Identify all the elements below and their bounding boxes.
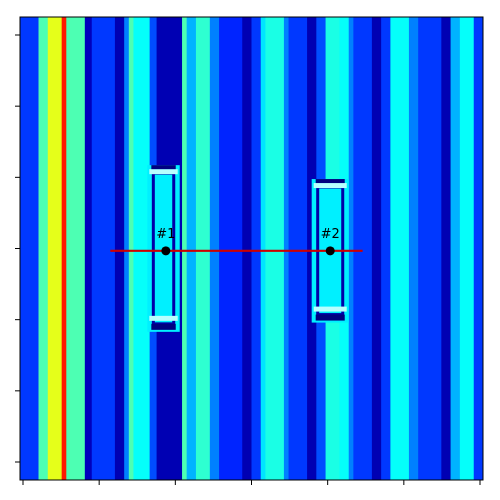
highlight-bottom-band-1 [313,306,347,312]
heatmap-stripe-32 [390,17,410,480]
highlight-top-edge-0 [151,165,176,170]
heatmap-stripe-31 [381,17,391,480]
x-axis-ticks [22,480,481,485]
heatmap-stripe-17 [219,17,243,480]
y-axis-ticks [15,34,20,463]
heatmap-stripe-38 [473,17,484,480]
highlight-top-band-0 [149,169,178,175]
heatmap-stripe-21 [265,17,285,480]
heatmap-stripe-28 [348,17,354,480]
heatmap-stripe-7 [114,17,125,480]
heatmap-stripe-2 [47,17,63,480]
highlight-bottom-edge-0 [151,323,176,330]
heatmap-stripe-34 [418,17,442,480]
heatmap-stripe-20 [260,17,266,480]
heatmap-stripe-18 [242,17,252,480]
heatmap-stripe-30 [371,17,382,480]
heatmap-stripe-37 [459,17,475,480]
heatmap-stripe-13 [182,17,188,480]
heatmap-stripe-4 [66,17,86,480]
heatmap-stripe-29 [353,17,373,480]
marker-point-1 [161,246,171,256]
marker-group: #1 #2 [156,227,340,256]
heatmap-stripe-5 [84,17,93,480]
heatmap-stripe-8 [124,17,130,480]
heatmap-stripe-10 [133,17,151,480]
marker-label-2: #2 [321,227,340,242]
heatmap-stripe-22 [283,17,289,480]
heatmap-stripe-36 [450,17,461,480]
heatmap-stripe-16 [209,17,220,480]
highlight-top-edge-1 [315,179,345,184]
highlight-bottom-edge-1 [315,314,345,321]
heatmap-stripe-6 [91,17,116,480]
heatmap-stripe-3 [61,17,67,480]
heatmap-stripe-15 [195,17,211,480]
heatmap-stripe-23 [288,17,308,480]
heatmap-stripe-19 [251,17,262,480]
marker-label-1: #1 [156,227,175,242]
marker-point-2 [325,246,335,256]
highlight-bottom-band-0 [149,315,178,321]
heatmap-stripe-9 [128,17,134,480]
heatmap-stripe-33 [408,17,419,480]
highlight-top-band-1 [313,183,347,189]
heatmap-stripes [20,17,484,480]
heatmap-stripe-0 [20,17,39,480]
heatmap-stripe-35 [441,17,451,480]
heatmap-stripe-1 [38,17,49,480]
heatmap-stripe-14 [186,17,197,480]
